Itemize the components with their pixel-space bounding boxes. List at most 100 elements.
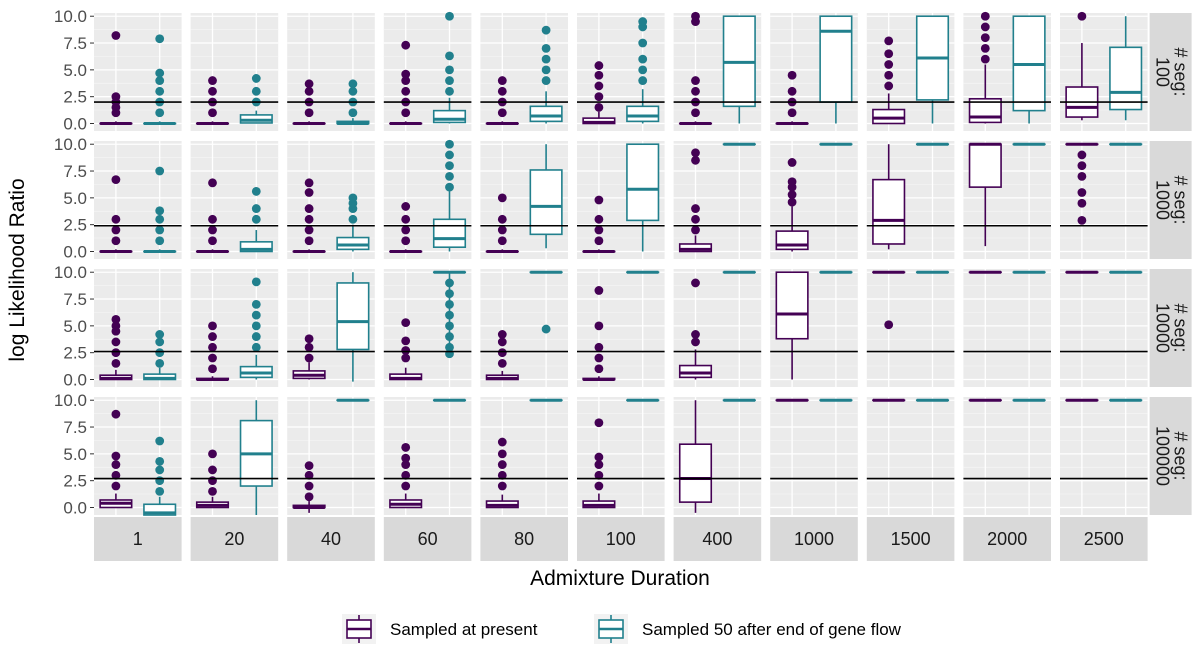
- outlier-point: [1077, 11, 1087, 21]
- y-tick-label: 2.5: [63, 472, 87, 491]
- y-tick-label: 7.5: [63, 34, 87, 53]
- panel-background: [577, 269, 665, 387]
- outlier-point: [155, 465, 165, 475]
- outlier-point: [208, 236, 217, 246]
- column-strip: [577, 517, 665, 561]
- outlier-point: [401, 40, 411, 50]
- outlier-point: [208, 214, 217, 224]
- outlier-point: [594, 342, 604, 352]
- outlier-point: [111, 321, 121, 331]
- outlier-point: [401, 202, 411, 211]
- outlier-point: [208, 76, 217, 85]
- outlier-point: [541, 324, 551, 334]
- outlier-point: [1077, 161, 1087, 171]
- outlier-point: [787, 108, 797, 118]
- outlier-point: [111, 481, 121, 491]
- box-iqr: [432, 218, 467, 249]
- outlier-point: [445, 76, 454, 85]
- box-iqr: [872, 178, 906, 245]
- box-iqr: [819, 15, 853, 103]
- outlier-point: [304, 481, 314, 491]
- column-strip-label: 1500: [891, 529, 931, 549]
- column-strip-label: 100: [606, 529, 636, 549]
- outlier-point: [445, 172, 454, 181]
- outlier-point: [691, 214, 700, 224]
- outlier-point: [787, 158, 797, 167]
- outlier-point: [304, 225, 314, 235]
- panel-background: [287, 397, 375, 515]
- outlier-point: [691, 337, 700, 347]
- outlier-point: [111, 236, 121, 246]
- legend-key-2: [594, 614, 628, 644]
- outlier-point: [208, 353, 217, 363]
- outlier-point: [691, 11, 700, 21]
- outlier-point: [497, 330, 507, 339]
- outlier-point: [401, 336, 411, 346]
- column-strip: [480, 517, 568, 561]
- outlier-point: [111, 337, 121, 347]
- outlier-point: [304, 79, 314, 89]
- outlier-point: [691, 148, 700, 158]
- outlier-point: [401, 443, 411, 452]
- y-tick-label: 2.5: [63, 344, 87, 363]
- outlier-point: [497, 460, 507, 469]
- outlier-point: [348, 214, 358, 224]
- outlier-point: [594, 353, 604, 363]
- column-strip: [287, 517, 375, 561]
- outlier-point: [594, 418, 604, 428]
- box-iqr: [336, 282, 370, 351]
- outlier-point: [884, 60, 894, 69]
- outlier-point: [251, 204, 261, 213]
- outlier-point: [111, 470, 121, 480]
- row-strip: [1149, 397, 1192, 515]
- outlier-point: [304, 353, 314, 363]
- outlier-point: [691, 278, 700, 288]
- row-strip: [1149, 269, 1192, 387]
- outlier-point: [541, 76, 551, 85]
- outlier-point: [401, 470, 411, 480]
- legend-label: Sampled 50 after end of gene flow: [642, 620, 902, 639]
- outlier-point: [251, 300, 261, 309]
- outlier-point: [1077, 150, 1087, 160]
- outlier-point: [208, 487, 217, 496]
- outlier-point: [155, 236, 165, 246]
- outlier-point: [208, 476, 217, 486]
- outlier-point: [1077, 198, 1087, 208]
- outlier-point: [401, 481, 411, 491]
- outlier-point: [980, 22, 990, 32]
- outlier-point: [445, 182, 454, 192]
- outlier-point: [497, 86, 507, 96]
- y-tick-label: 0.0: [63, 370, 87, 389]
- column-strip: [383, 517, 472, 561]
- outlier-point: [304, 214, 314, 224]
- panel-background: [480, 397, 568, 515]
- box-iqr: [626, 143, 660, 222]
- outlier-point: [787, 197, 797, 207]
- outlier-point: [111, 31, 121, 40]
- row-strip: [1149, 13, 1192, 131]
- outlier-point: [884, 36, 894, 46]
- box-iqr: [678, 364, 713, 379]
- legend-key-1: [342, 614, 376, 644]
- row-strip-label: # seg:100: [1153, 47, 1191, 96]
- outlier-point: [445, 150, 454, 160]
- outlier-point: [348, 193, 358, 203]
- outlier-point: [594, 470, 604, 480]
- column-strip: [1060, 517, 1148, 561]
- outlier-point: [497, 193, 507, 203]
- column-strip-label: 20: [224, 529, 244, 549]
- y-tick-label: 7.5: [63, 162, 87, 181]
- outlier-point: [638, 17, 648, 26]
- box-iqr: [775, 271, 809, 340]
- y-tick-label: 5.0: [63, 445, 87, 464]
- outlier-point: [594, 214, 604, 224]
- outlier-point: [497, 236, 507, 246]
- outlier-point: [155, 456, 165, 466]
- row-strip-label: # seg:100000: [1153, 426, 1191, 486]
- outlier-point: [691, 330, 700, 339]
- column-strip: [770, 517, 858, 561]
- box-iqr: [529, 105, 563, 123]
- row-strip-label: # seg:1000: [1153, 175, 1191, 224]
- outlier-point: [401, 236, 411, 246]
